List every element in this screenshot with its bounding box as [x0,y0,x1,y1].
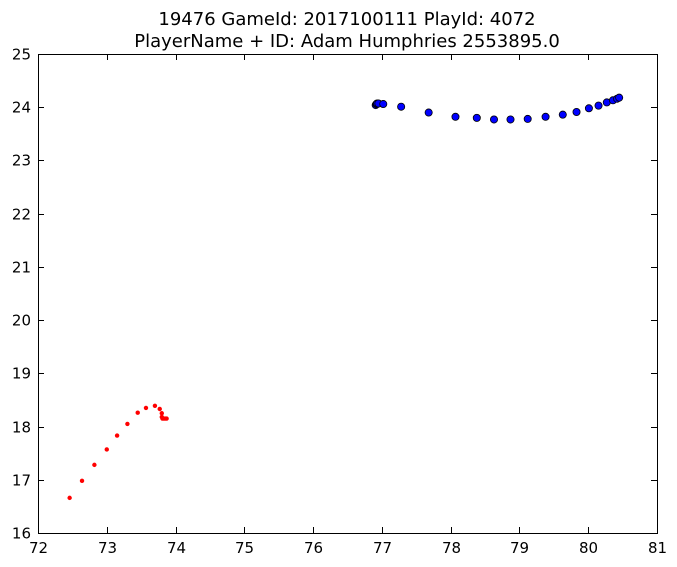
red-data-point [79,478,85,484]
y-tick-label: 19 [12,365,31,383]
blue-data-point [572,108,581,117]
y-tick-label: 25 [12,46,31,64]
red-data-point [135,410,140,415]
x-tick-label: 78 [442,539,461,557]
red-data-point [92,462,97,468]
axis-ticks: 72 73 74 75 76 77 78 79 80 81 16 17 18 19 20 21 22 23 24 25 [12,46,667,558]
blue-data-point [379,100,388,109]
red-data-point [152,403,158,408]
blue-data-point [506,115,515,124]
red-data-point [125,421,130,427]
chart-subtitle: PlayerName + ID: Adam Humphries 2553895.… [134,31,560,52]
blue-data-point [615,93,624,102]
red-data-point [159,411,164,416]
blue-data-point [451,112,460,121]
blue-data-point [397,102,406,111]
x-tick-label: 77 [373,539,392,557]
y-tick-label: 21 [12,259,31,277]
x-tick-label: 80 [579,539,598,557]
red-data-point [67,495,72,501]
red-data-point [104,447,109,452]
blue-data-point [523,114,532,123]
y-tick-label: 18 [12,419,31,437]
x-tick-label: 72 [29,539,48,557]
blue-data-point [541,112,550,121]
y-tick-label: 23 [12,152,31,170]
y-tick-label: 22 [12,206,31,224]
chart-title: 19476 GameId: 2017100111 PlayId: 4072 [158,9,535,30]
x-tick-label: 79 [510,539,529,557]
y-tick-label: 20 [12,312,31,330]
blue-data-point [558,110,567,119]
blue-data-point [472,113,481,122]
red-data-point [164,416,169,421]
y-tick-label: 16 [12,525,31,543]
y-tick-label: 24 [12,99,31,117]
blue-data-point [584,104,593,113]
blue-data-point [489,115,498,124]
red-data-point [157,406,162,412]
x-tick-label: 75 [235,539,254,557]
x-tick-label: 81 [648,539,667,557]
blue-data-point [424,108,433,117]
plot-area-frame [38,54,658,534]
x-tick-label: 73 [98,539,117,557]
x-tick-label: 74 [167,539,186,557]
y-tick-label: 17 [12,472,31,490]
red-data-point [143,405,149,411]
data-points [67,93,624,501]
blue-data-point [594,101,603,110]
x-tick-label: 76 [304,539,323,557]
red-data-point [114,433,120,438]
